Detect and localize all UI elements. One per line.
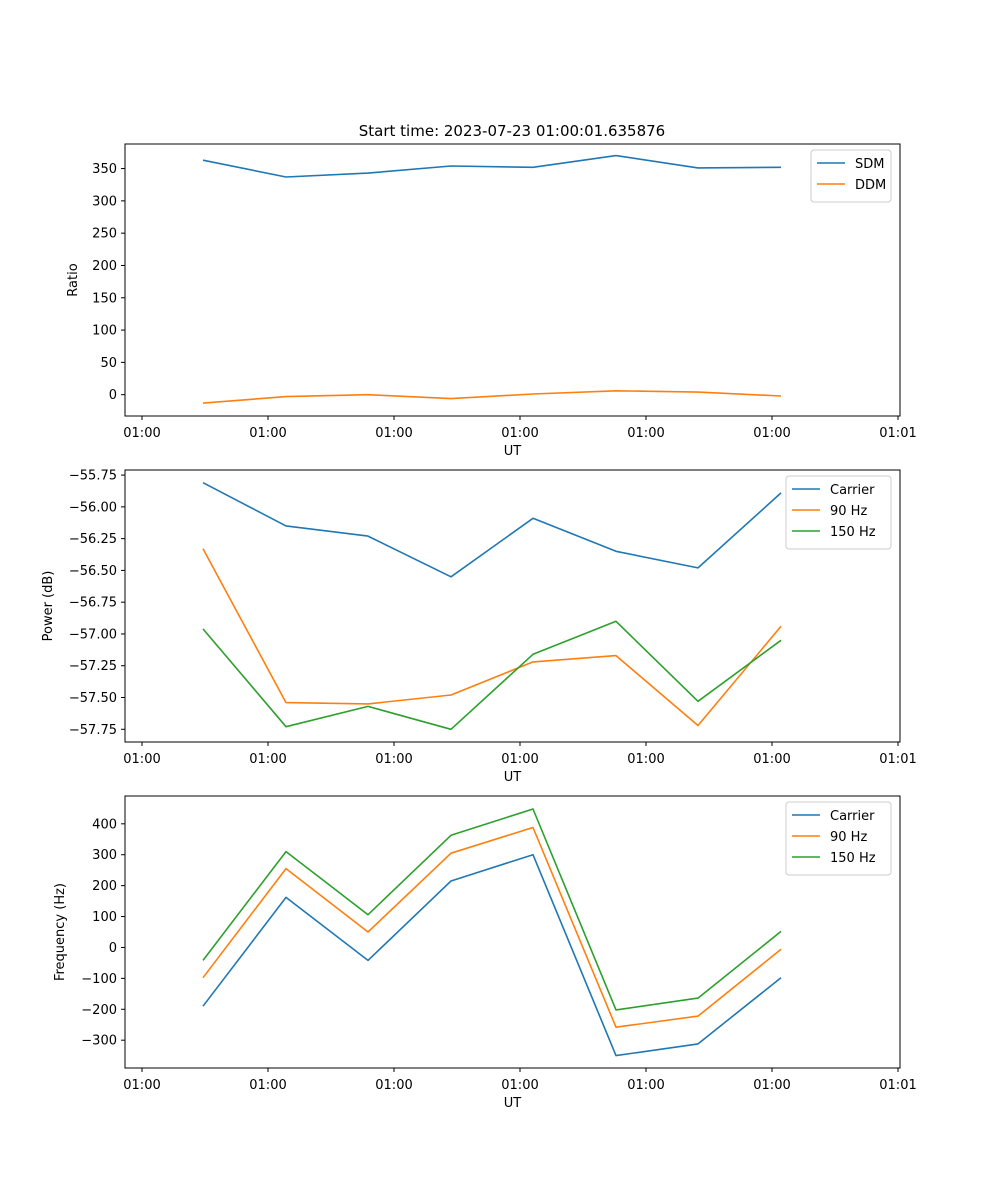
y-tick-label: −100: [81, 972, 117, 987]
x-tick-label: 01:01: [879, 426, 916, 441]
y-tick-label: 100: [92, 324, 117, 339]
x-tick-label: 01:00: [123, 426, 160, 441]
x-tick-label: 01:00: [501, 752, 538, 767]
series-line-sdm: [202, 154, 782, 178]
legend-label: Carrier: [830, 483, 875, 498]
legend-label: 150 Hz: [830, 525, 876, 540]
subplot-1: 01:00 01:00 01:00 01:00 01:00 01:00 01:01 0 50 10…: [66, 143, 917, 459]
legend-label: 90 Hz: [830, 504, 867, 519]
x-tick-label: 01:00: [375, 426, 412, 441]
y-tick-label: −56.50: [69, 564, 117, 579]
x-tick-label: 01:00: [627, 426, 664, 441]
y-tick-label: 150: [92, 291, 117, 306]
x-tick-label: 01:00: [123, 1078, 160, 1093]
y-tick-label: −300: [81, 1034, 117, 1049]
legend-label: 90 Hz: [830, 830, 867, 845]
y-axis-label: Ratio: [66, 263, 81, 296]
y-tick-label: −56.25: [69, 532, 117, 547]
x-axis-label: UT: [504, 770, 522, 785]
x-axis-label: UT: [504, 444, 522, 459]
x-tick-label: 01:00: [753, 426, 790, 441]
series-line-150-hz: [202, 620, 782, 731]
legend-label: DDM: [855, 178, 886, 193]
legend-label: SDM: [855, 157, 884, 172]
y-tick-label: −57.50: [69, 691, 117, 706]
x-tick-label: 01:00: [753, 1078, 790, 1093]
y-tick-label: 350: [92, 162, 117, 177]
x-tick-label: 01:00: [375, 752, 412, 767]
y-tick-label: −200: [81, 1003, 117, 1018]
legend: SDM DDM: [810, 149, 892, 203]
legend-label: Carrier: [830, 809, 875, 824]
x-tick-label: 01:00: [249, 426, 286, 441]
axes-frame: [124, 795, 901, 1069]
series-line-150-hz: [202, 808, 782, 1011]
y-tick-label: −57.25: [69, 659, 117, 674]
y-tick-label: 200: [92, 879, 117, 894]
subplot-3: 01:00 01:00 01:00 01:00 01:00 01:00 01:01 −300 −…: [53, 795, 917, 1111]
y-tick-label: 200: [92, 259, 117, 274]
x-tick-label: 01:00: [501, 426, 538, 441]
legend-label: 150 Hz: [830, 851, 876, 866]
y-tick-label: 250: [92, 227, 117, 242]
x-tick-label: 01:00: [627, 1078, 664, 1093]
x-tick-label: 01:00: [627, 752, 664, 767]
x-tick-label: 01:00: [375, 1078, 412, 1093]
x-axis-label: UT: [504, 1096, 522, 1111]
legend: Carrier 90 Hz 150 Hz: [785, 801, 892, 876]
y-tick-label: −57.00: [69, 627, 117, 642]
y-tick-label: −55.75: [69, 469, 117, 484]
y-tick-label: 400: [92, 817, 117, 832]
y-tick-label: 0: [109, 941, 117, 956]
y-axis-label: Power (dB): [41, 571, 56, 642]
x-tick-label: 01:00: [123, 752, 160, 767]
y-tick-label: 100: [92, 910, 117, 925]
x-tick-label: 01:00: [249, 752, 286, 767]
y-tick-label: −56.00: [69, 500, 117, 515]
axes-frame: [124, 143, 901, 417]
figure-title: Start time: 2023-07-23 01:00:01.635876: [359, 122, 665, 140]
y-tick-label: −57.75: [69, 723, 117, 738]
plots: 01:00 01:00 01:00 01:00 01:00 01:00 01:01 0 50 10…: [41, 143, 917, 1111]
x-tick-label: 01:00: [249, 1078, 286, 1093]
series-line-carrier: [202, 853, 782, 1057]
series-line-90-hz: [202, 826, 782, 1028]
subplot-2: 01:00 01:00 01:00 01:00 01:00 01:00 01:01 −57.7…: [41, 469, 917, 785]
x-tick-label: 01:00: [753, 752, 790, 767]
y-tick-label: 300: [92, 194, 117, 209]
y-tick-label: 300: [92, 848, 117, 863]
y-tick-label: 0: [109, 388, 117, 403]
axes-frame: [124, 469, 901, 743]
legend: Carrier 90 Hz 150 Hz: [785, 475, 892, 550]
x-tick-label: 01:00: [501, 1078, 538, 1093]
series-line-carrier: [202, 481, 782, 578]
x-tick-label: 01:01: [879, 1078, 916, 1093]
y-axis-label: Frequency (Hz): [53, 883, 68, 981]
series-line-90-hz: [202, 548, 782, 727]
y-tick-label: −56.75: [69, 596, 117, 611]
y-tick-label: 50: [100, 356, 117, 371]
series-line-ddm: [202, 389, 782, 404]
x-tick-label: 01:01: [879, 752, 916, 767]
